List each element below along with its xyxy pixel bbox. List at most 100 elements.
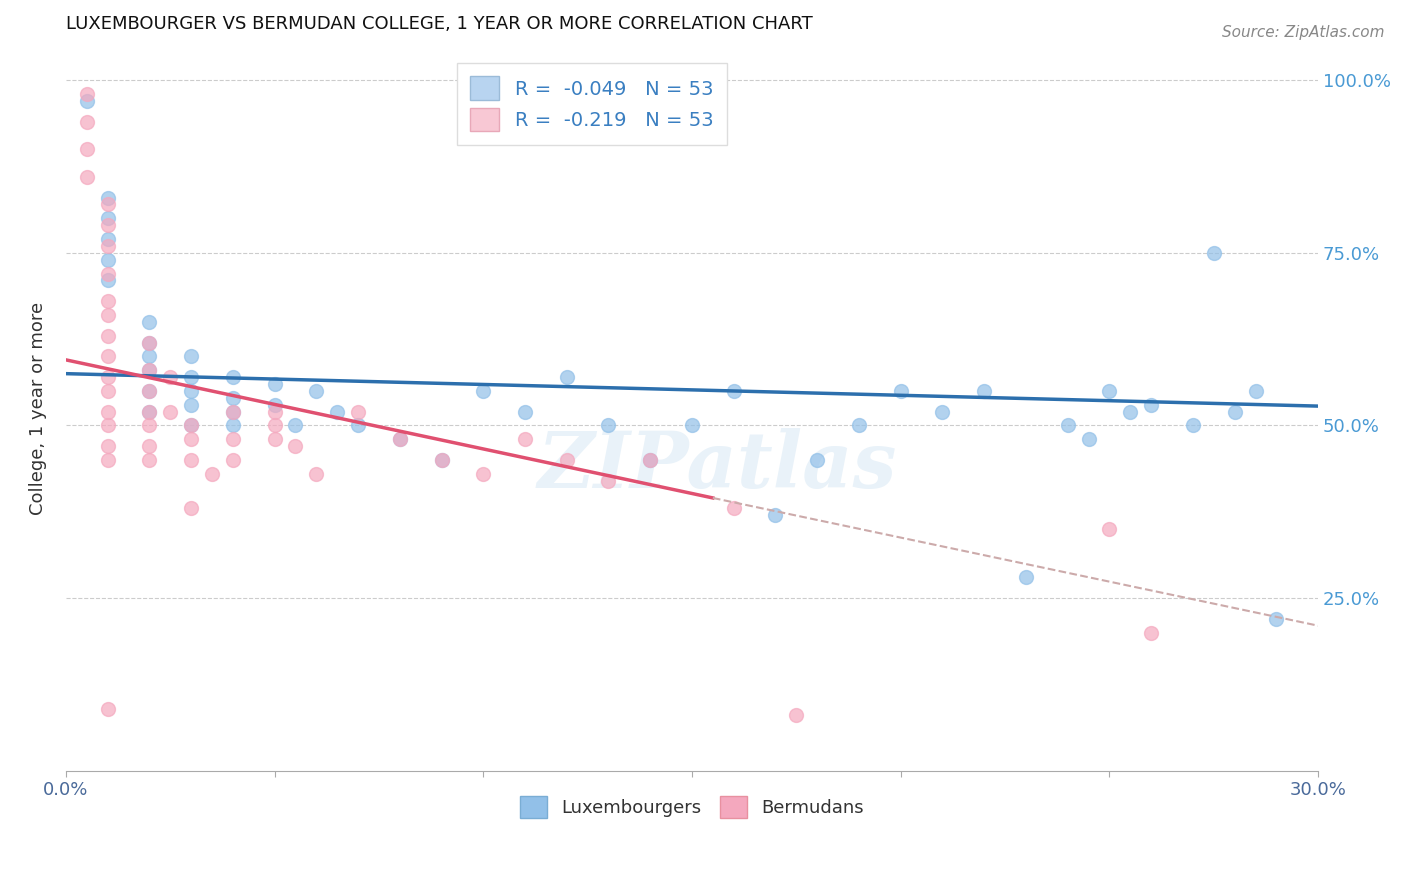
Point: [388, 432, 411, 446]
Point: [180, 350, 202, 364]
Point: [326, 404, 349, 418]
Point: [96, 197, 118, 211]
Point: [96, 252, 118, 267]
Point: [430, 453, 453, 467]
Point: [430, 453, 453, 467]
Point: [263, 432, 285, 446]
Point: [138, 384, 160, 398]
Point: [263, 398, 285, 412]
Text: ZIPatlas: ZIPatlas: [537, 428, 897, 505]
Point: [681, 418, 703, 433]
Point: [96, 439, 118, 453]
Point: [96, 404, 118, 418]
Point: [785, 708, 807, 723]
Point: [96, 308, 118, 322]
Point: [180, 501, 202, 516]
Point: [96, 218, 118, 232]
Point: [96, 453, 118, 467]
Point: [222, 404, 245, 418]
Point: [96, 239, 118, 253]
Point: [1098, 522, 1121, 536]
Point: [263, 404, 285, 418]
Point: [138, 439, 160, 453]
Point: [347, 418, 370, 433]
Point: [305, 384, 328, 398]
Point: [388, 432, 411, 446]
Point: [159, 370, 181, 384]
Point: [284, 418, 307, 433]
Point: [1140, 625, 1163, 640]
Point: [598, 474, 620, 488]
Point: [96, 211, 118, 226]
Point: [723, 501, 745, 516]
Point: [638, 453, 661, 467]
Point: [1265, 612, 1288, 626]
Point: [1098, 384, 1121, 398]
Point: [222, 404, 245, 418]
Point: [96, 370, 118, 384]
Point: [263, 377, 285, 392]
Point: [765, 508, 787, 523]
Point: [96, 190, 118, 204]
Point: [138, 404, 160, 418]
Point: [222, 432, 245, 446]
Point: [848, 418, 870, 433]
Point: [1077, 432, 1099, 446]
Point: [263, 418, 285, 433]
Point: [222, 418, 245, 433]
Point: [76, 87, 98, 101]
Point: [96, 232, 118, 246]
Point: [96, 273, 118, 287]
Point: [284, 439, 307, 453]
Point: [890, 384, 912, 398]
Point: [555, 370, 578, 384]
Legend: Luxembourgers, Bermudans: Luxembourgers, Bermudans: [510, 787, 873, 827]
Point: [1015, 570, 1038, 584]
Point: [138, 384, 160, 398]
Point: [138, 404, 160, 418]
Point: [138, 363, 160, 377]
Point: [138, 418, 160, 433]
Point: [138, 335, 160, 350]
Point: [222, 391, 245, 405]
Point: [598, 418, 620, 433]
Point: [96, 294, 118, 309]
Point: [180, 432, 202, 446]
Point: [1244, 384, 1267, 398]
Point: [555, 453, 578, 467]
Point: [180, 370, 202, 384]
Point: [180, 398, 202, 412]
Point: [96, 418, 118, 433]
Point: [1202, 245, 1225, 260]
Point: [138, 363, 160, 377]
Point: [472, 384, 495, 398]
Text: Source: ZipAtlas.com: Source: ZipAtlas.com: [1222, 25, 1385, 40]
Point: [96, 701, 118, 715]
Point: [1056, 418, 1078, 433]
Point: [931, 404, 953, 418]
Point: [180, 453, 202, 467]
Point: [180, 418, 202, 433]
Point: [96, 384, 118, 398]
Point: [76, 114, 98, 128]
Point: [138, 315, 160, 329]
Text: LUXEMBOURGER VS BERMUDAN COLLEGE, 1 YEAR OR MORE CORRELATION CHART: LUXEMBOURGER VS BERMUDAN COLLEGE, 1 YEAR…: [66, 15, 813, 33]
Point: [347, 404, 370, 418]
Point: [138, 453, 160, 467]
Point: [1140, 398, 1163, 412]
Point: [96, 328, 118, 343]
Point: [138, 350, 160, 364]
Point: [723, 384, 745, 398]
Point: [472, 467, 495, 481]
Point: [138, 335, 160, 350]
Point: [76, 169, 98, 184]
Y-axis label: College, 1 year or more: College, 1 year or more: [30, 301, 46, 515]
Point: [638, 453, 661, 467]
Point: [222, 453, 245, 467]
Point: [1223, 404, 1246, 418]
Point: [1181, 418, 1204, 433]
Point: [180, 384, 202, 398]
Point: [96, 267, 118, 281]
Point: [96, 350, 118, 364]
Point: [1119, 404, 1142, 418]
